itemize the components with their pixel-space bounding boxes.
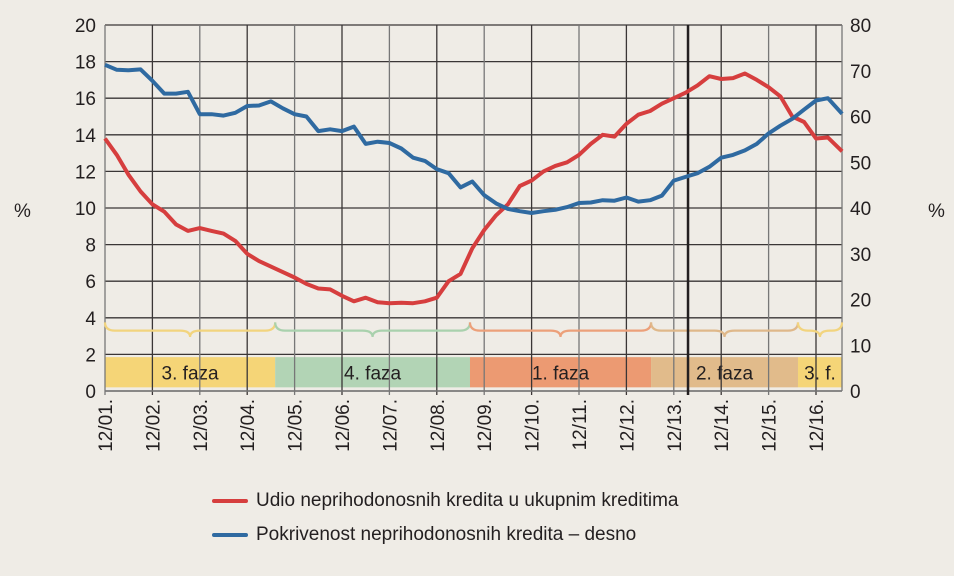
phase-label: 3. f. xyxy=(804,364,836,385)
x-tick-label: 12/13. xyxy=(665,399,686,452)
x-tick-label: 12/01. xyxy=(96,399,117,452)
x-tick-label: 12/12. xyxy=(617,399,638,452)
y-tick-left: 14 xyxy=(75,126,97,147)
legend-label-blue: Pokrivenost neprihodonosnih kredita – de… xyxy=(256,524,637,545)
phase-bands: 3. faza 4. faza 1. faza 2. faza 3. f. xyxy=(105,357,842,388)
x-tick-label: 12/05. xyxy=(286,399,307,452)
y-tick-left: 10 xyxy=(75,199,96,220)
series-line-blue xyxy=(104,62,844,215)
phase-band xyxy=(797,357,842,388)
grid xyxy=(104,24,843,395)
phase-label: 4. faza xyxy=(344,364,401,385)
axes: 0 2 4 6 8 10 12 14 16 18 20 0 10 20 30 40 50 60 70 80% % 12/0… xyxy=(14,16,945,452)
phase-brace xyxy=(274,322,472,338)
y-axis-label-left: % xyxy=(14,201,31,222)
phase-brace xyxy=(649,322,800,338)
legend-label-red: Udio neprihodonosnih kredita u ukupnim k… xyxy=(256,490,679,511)
y-tick-right: 50 xyxy=(850,153,871,174)
phase-braces xyxy=(103,322,844,338)
x-tick-label: 12/03. xyxy=(191,399,212,452)
legend-item-blue: Pokrivenost neprihodonosnih kredita – de… xyxy=(212,518,678,552)
y-axis-label-right: % xyxy=(928,201,945,222)
y-tick-left: 8 xyxy=(85,236,96,257)
y-tick-left: 12 xyxy=(75,162,96,183)
y-tick-left: 6 xyxy=(85,272,96,293)
y-tick-right: 40 xyxy=(850,199,871,220)
x-tick-label: 12/08. xyxy=(428,399,449,452)
x-tick-label: 12/11. xyxy=(570,399,591,450)
legend-swatch-blue xyxy=(212,533,248,537)
y-tick-right: 20 xyxy=(850,291,871,312)
x-tick-label: 12/07. xyxy=(380,399,401,452)
x-tick-label: 12/06. xyxy=(333,399,354,452)
phase-brace xyxy=(468,322,653,338)
y-tick-right: 30 xyxy=(850,245,871,266)
y-tick-left: 0 xyxy=(85,382,96,403)
y-tick-right: 10 xyxy=(850,336,871,357)
legend: Udio neprihodonosnih kredita u ukupnim k… xyxy=(212,484,678,552)
x-tick-label: 12/10. xyxy=(523,399,544,452)
phase-label: 1. faza xyxy=(532,364,589,385)
phase-brace xyxy=(103,322,277,338)
x-tick-label: 12/14. xyxy=(712,399,733,452)
legend-item-red: Udio neprihodonosnih kredita u ukupnim k… xyxy=(212,484,678,518)
phase-brace xyxy=(796,322,844,338)
phase-band xyxy=(651,357,798,388)
phase-band xyxy=(469,357,652,388)
phase-label: 2. faza xyxy=(696,364,753,385)
x-tick-label: 12/09. xyxy=(475,399,496,452)
x-tick-label: 12/04. xyxy=(238,399,259,452)
y-tick-left: 2 xyxy=(85,345,96,366)
phase-band xyxy=(275,357,470,388)
y-tick-left: 20 xyxy=(75,16,96,37)
series-lines xyxy=(103,25,844,395)
y-tick-right: 80 xyxy=(850,16,871,37)
y-tick-right: 60 xyxy=(850,108,871,129)
x-tick-label: 12/15. xyxy=(760,399,781,452)
x-tick-label: 12/02. xyxy=(143,399,164,452)
series-line-red xyxy=(103,71,844,306)
x-tick-label: 12/16. xyxy=(807,399,828,452)
phase-label: 3. faza xyxy=(162,364,219,385)
y-tick-right: 70 xyxy=(850,62,871,83)
legend-swatch-red xyxy=(212,499,248,503)
y-tick-left: 18 xyxy=(75,53,96,74)
y-tick-right: 0 xyxy=(850,382,861,403)
y-tick-left: 4 xyxy=(85,309,96,330)
y-tick-left: 16 xyxy=(75,89,96,110)
